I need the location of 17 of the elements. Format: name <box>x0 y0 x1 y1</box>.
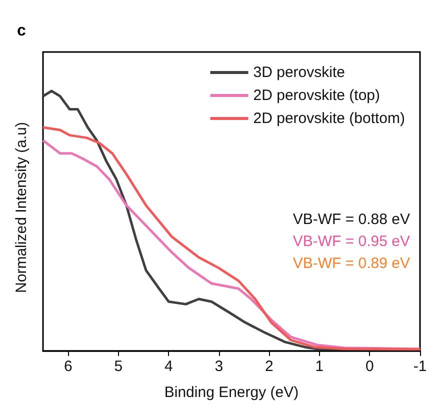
annotation: VB-WF = 0.89 eV <box>292 255 410 272</box>
y-axis-title: Normalized Intensity (a.u) <box>13 122 30 293</box>
x-tick-label: 0 <box>366 358 374 375</box>
annotation: VB-WF = 0.95 eV <box>292 233 410 250</box>
legend-label: 3D perovskite <box>253 64 345 81</box>
chart-title: c <box>17 22 26 40</box>
annotation: VB-WF = 0.88 eV <box>292 211 410 228</box>
legend-label: 2D perovskite (bottom) <box>253 110 406 127</box>
x-tick-label: 6 <box>64 358 72 375</box>
x-tick-label: 3 <box>214 358 224 375</box>
x-tick-label: 2 <box>265 358 274 375</box>
x-tick-label: 4 <box>164 358 173 375</box>
legend-label: 2D perovskite (top) <box>253 87 380 104</box>
x-axis-title: Binding Energy (eV) <box>164 384 299 401</box>
x-tick-label: -1 <box>413 358 427 375</box>
x-tick-label: 5 <box>114 358 123 375</box>
x-tick-label: 1 <box>315 358 324 375</box>
